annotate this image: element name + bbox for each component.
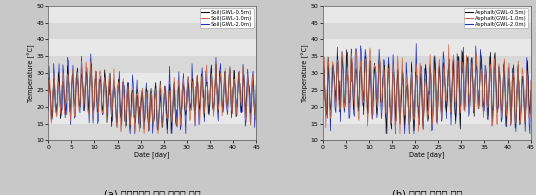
Bar (48, 56, 256, 73)
Bar (48, 73, 256, 90)
Bar (48, 107, 256, 124)
Bar (48, 39, 256, 56)
Bar (48, 23, 256, 39)
Legend: Soil(GWL-0.5m), Soil(GWL-1.0m), Soil(GWL-2.0m): Soil(GWL-0.5m), Soil(GWL-1.0m), Soil(GWL… (199, 9, 254, 28)
Bar (48, 6, 256, 23)
Text: (b) 포장층 증발량 영향: (b) 포장층 증발량 영향 (392, 189, 462, 195)
Bar (48, 124, 256, 140)
Y-axis label: Temperature [°C]: Temperature [°C] (302, 44, 309, 102)
Bar (323, 56, 531, 73)
Bar (323, 39, 531, 56)
Bar (323, 107, 531, 124)
X-axis label: Date [day]: Date [day] (409, 151, 444, 158)
Bar (323, 6, 531, 23)
Legend: Asphalt(GWL-0.5m), Asphalt(GWL-1.0m), Asphalt(GWL-2.0m): Asphalt(GWL-0.5m), Asphalt(GWL-1.0m), As… (464, 9, 528, 28)
Bar (323, 124, 531, 140)
Text: (a) 지하수위에 따른 증발량 비교: (a) 지하수위에 따른 증발량 비교 (104, 189, 200, 195)
X-axis label: Date [day]: Date [day] (135, 151, 170, 158)
Bar (323, 90, 531, 107)
Bar (48, 90, 256, 107)
Bar (323, 23, 531, 39)
Bar (323, 73, 531, 90)
Y-axis label: Temperature [°C]: Temperature [°C] (27, 44, 35, 102)
